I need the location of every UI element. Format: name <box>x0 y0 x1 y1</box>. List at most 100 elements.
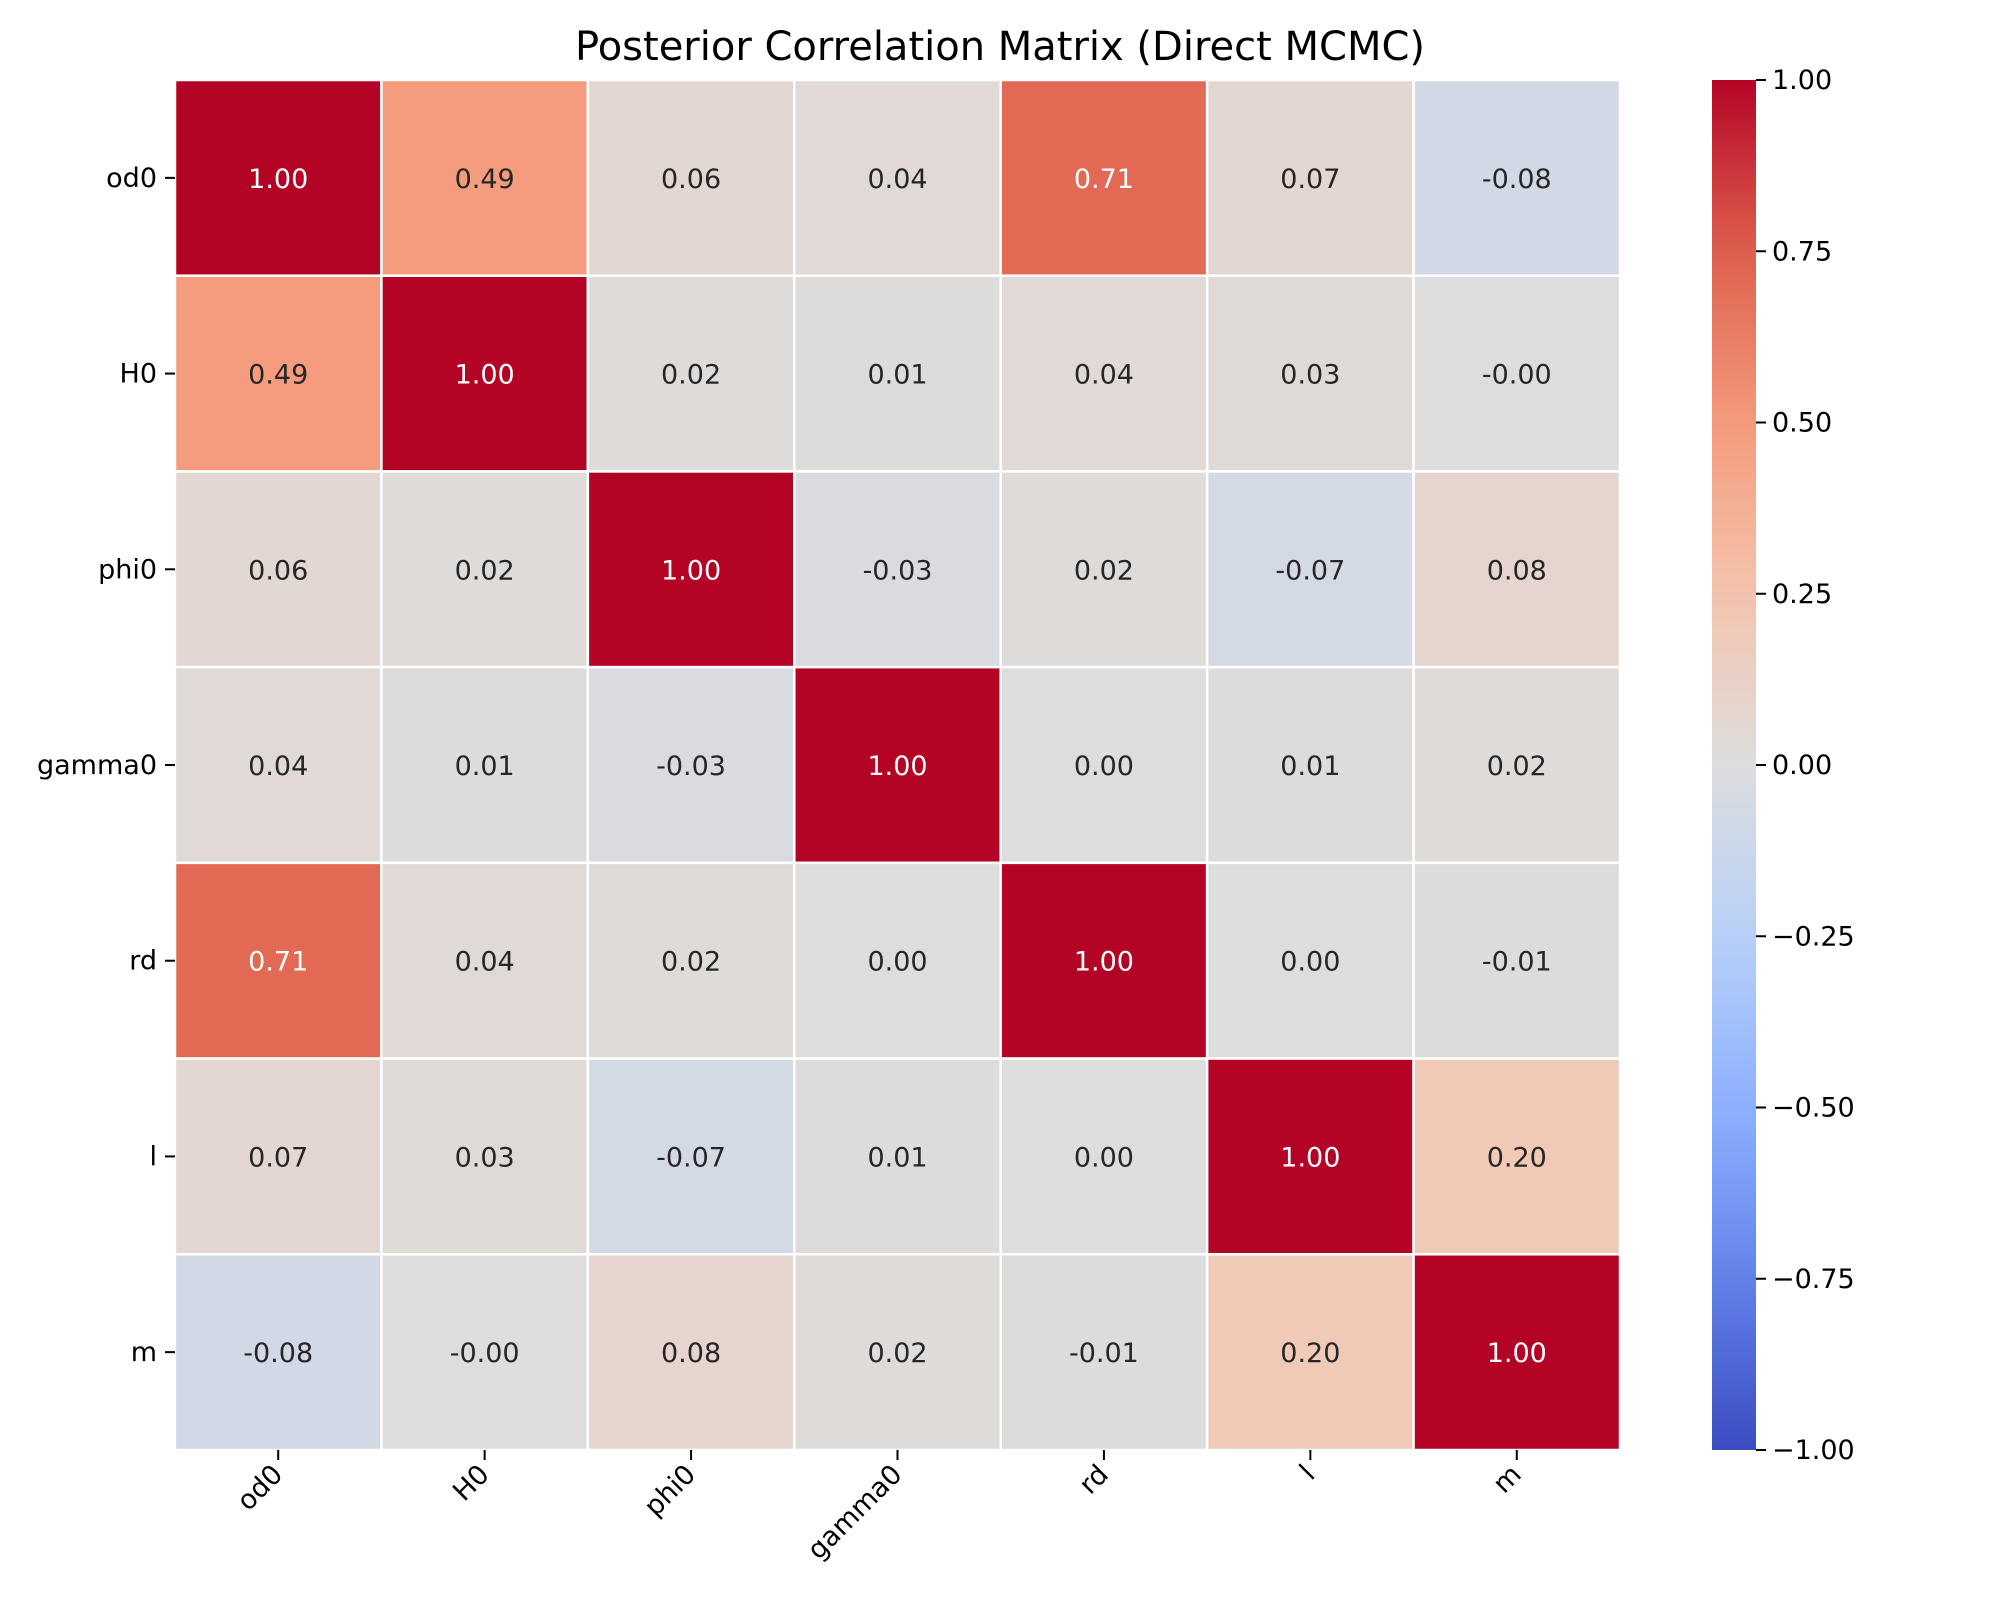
chart-title: Posterior Correlation Matrix (Direct MCM… <box>575 24 1425 70</box>
cell-value-label: -0.08 <box>1482 164 1552 195</box>
cell-value-label: -0.01 <box>1069 1338 1139 1369</box>
cell-value-label: -0.07 <box>1275 555 1345 586</box>
colorbar-tick-label: 1.00 <box>1772 65 1832 96</box>
cell-value-label: -0.01 <box>1482 947 1552 978</box>
cell-value-label: 0.20 <box>1487 1142 1547 1173</box>
cell-value-label: -0.00 <box>450 1338 520 1369</box>
cell-value-label: 0.00 <box>1074 751 1134 782</box>
heatmap-cell-phi0-H0 <box>380 470 590 669</box>
y-tick-label: od0 <box>106 163 157 194</box>
cell-value-label: 1.00 <box>1074 947 1134 978</box>
heatmap-cell-l-rd <box>999 1057 1209 1256</box>
heatmap-cell-H0-l <box>1205 274 1415 473</box>
y-tick-label: H0 <box>120 359 157 390</box>
heatmap-cell-gamma0-od0 <box>173 665 383 865</box>
x-tick-label: phi0 <box>638 1459 702 1523</box>
colorbar: 1.00 0.75 0.50 0.25 0.00 −0.25 −0.50 −0.75 −1.00 <box>1712 65 1855 1466</box>
heatmap-cell-m-phi0 <box>586 1253 796 1452</box>
heatmap-cell-phi0-rd <box>999 470 1209 669</box>
heatmap-cell-gamma0-m <box>1412 665 1622 865</box>
heatmap-cell-phi0-gamma0 <box>793 470 1002 669</box>
cell-value-label: 0.01 <box>867 1142 927 1173</box>
cell-value-label: 0.06 <box>661 164 721 195</box>
heatmap-cell-od0-l <box>1205 78 1415 277</box>
colorbar-tick-label: −1.00 <box>1772 1435 1855 1466</box>
heatmap-cell-gamma0-l <box>1205 665 1415 865</box>
colorbar-tick-label: −0.75 <box>1772 1264 1855 1295</box>
cell-value-label: 0.08 <box>661 1338 721 1369</box>
x-tick-label: H0 <box>447 1459 495 1507</box>
cell-value-label: 0.49 <box>455 164 515 195</box>
colorbar-ticks: 1.00 0.75 0.50 0.25 0.00 −0.25 −0.50 −0.75 −1.00 <box>1756 65 1855 1466</box>
cell-value-label: 0.00 <box>1074 1142 1134 1173</box>
y-tick-label: l <box>149 1141 157 1172</box>
heatmap-cell-rd-phi0 <box>586 861 796 1060</box>
heatmap-cell-l-H0 <box>380 1057 590 1256</box>
cell-value-label: -0.03 <box>863 555 933 586</box>
heatmap-cell-l-od0 <box>173 1057 383 1256</box>
y-tick-label: gamma0 <box>37 750 157 781</box>
cell-value-label: 0.71 <box>1074 164 1134 195</box>
cell-value-label: 1.00 <box>455 360 515 391</box>
cell-value-label: 1.00 <box>867 751 927 782</box>
heatmap-cell-rd-od0 <box>173 861 383 1060</box>
y-tick-label: m <box>131 1337 157 1368</box>
heatmap-cell-rd-m <box>1412 861 1622 1060</box>
colorbar-tick-label: −0.50 <box>1772 1093 1855 1124</box>
y-axis: od0 H0 phi0 gamma0 rd l m <box>37 163 175 1368</box>
cell-value-label: 0.02 <box>661 947 721 978</box>
cell-value-label: 0.01 <box>1280 751 1340 782</box>
cell-value-label: -0.00 <box>1482 360 1552 391</box>
cell-value-label: 1.00 <box>661 555 721 586</box>
cell-value-label: -0.03 <box>656 751 726 782</box>
cell-value-label: -0.08 <box>243 1338 313 1369</box>
heatmap-cell-m-rd <box>999 1253 1209 1452</box>
heatmap-cell-m-m <box>1412 1253 1622 1452</box>
cell-value-label: 0.49 <box>248 360 308 391</box>
cell-value-label: 0.71 <box>248 947 308 978</box>
x-tick-label: gamma0 <box>802 1459 909 1566</box>
cell-value-label: 0.00 <box>867 947 927 978</box>
heatmap-cell-m-l <box>1205 1253 1415 1452</box>
heatmap-cell-od0-phi0 <box>586 78 796 277</box>
cell-value-label: 0.02 <box>1074 555 1134 586</box>
heatmap-cell-phi0-l <box>1205 470 1415 669</box>
heatmap-cell-od0-H0 <box>380 78 590 277</box>
x-tick-label: m <box>1487 1459 1528 1500</box>
colorbar-tick-label: 0.50 <box>1772 408 1832 439</box>
cell-value-label: 0.04 <box>1074 360 1134 391</box>
x-tick-label: od0 <box>231 1459 289 1517</box>
cell-value-label: 0.01 <box>455 751 515 782</box>
heatmap-cell-l-gamma0 <box>793 1057 1002 1256</box>
cell-value-label: 1.00 <box>1487 1338 1547 1369</box>
heatmap-cell-phi0-m <box>1412 470 1622 669</box>
cell-value-label: 0.03 <box>1280 360 1340 391</box>
cell-value-label: 0.04 <box>867 164 927 195</box>
heatmap-cell-od0-rd <box>999 78 1209 277</box>
cell-value-label: 0.03 <box>455 1142 515 1173</box>
heatmap-cell-l-m <box>1412 1057 1622 1256</box>
cell-value-label: -0.07 <box>656 1142 726 1173</box>
y-tick-label: phi0 <box>98 554 157 585</box>
cell-value-label: 0.04 <box>455 947 515 978</box>
heatmap-cell-gamma0-H0 <box>380 665 590 865</box>
cell-value-label: 0.02 <box>455 555 515 586</box>
colorbar-tick-label: 0.25 <box>1772 579 1832 610</box>
colorbar-scale <box>1712 80 1756 1450</box>
x-tick-label: rd <box>1073 1459 1115 1501</box>
cell-value-label: 1.00 <box>248 164 308 195</box>
cell-value-label: 0.02 <box>1487 751 1547 782</box>
x-tick-label: l <box>1294 1459 1321 1486</box>
cell-value-label: 0.07 <box>1280 164 1340 195</box>
heatmap-cell-m-gamma0 <box>793 1253 1002 1452</box>
heatmap-cell-l-phi0 <box>586 1057 796 1256</box>
heatmap-cell-phi0-phi0 <box>586 470 796 669</box>
cell-value-label: 0.02 <box>867 1338 927 1369</box>
heatmap-cells <box>173 78 1622 1452</box>
x-axis: od0 H0 phi0 gamma0 rd l m <box>231 1450 1528 1566</box>
cell-value-label: 0.20 <box>1280 1338 1340 1369</box>
cell-value-label: 1.00 <box>1280 1142 1340 1173</box>
y-tick-label: rd <box>129 946 157 977</box>
heatmap-cell-labels: 1.00 0.49 0.06 0.04 0.71 0.07 -0.08 0.49 1.00 0.0… <box>243 164 1551 1369</box>
